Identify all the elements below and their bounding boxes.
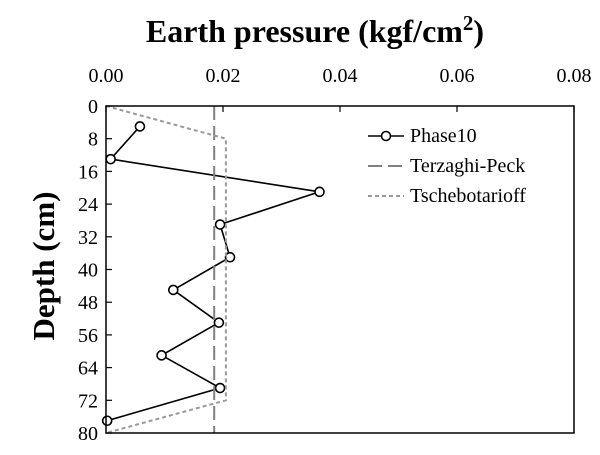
legend-label-0: Phase10 bbox=[410, 125, 477, 147]
y-tick-label: 72 bbox=[78, 390, 98, 412]
data-point bbox=[224, 251, 236, 263]
legend: Phase10 Terzaghi-Peck Tschebotarioff bbox=[368, 125, 526, 207]
x-axis-ticks: 0.00 0.02 0.04 0.06 0.08 bbox=[89, 65, 592, 112]
y-tick-label: 8 bbox=[88, 129, 98, 151]
series-line-2 bbox=[105, 105, 227, 434]
y-axis-label: Depth (cm) bbox=[26, 192, 61, 341]
x-tick-label: 0.02 bbox=[206, 65, 241, 87]
x-tick-label: 0.06 bbox=[440, 65, 475, 87]
x-tick-label: 0.08 bbox=[557, 65, 592, 87]
chart-title: Earth pressure (kgf/cm2) bbox=[146, 11, 484, 49]
y-tick-label: 64 bbox=[78, 358, 98, 380]
data-point bbox=[213, 317, 225, 328]
data-point bbox=[105, 153, 116, 165]
data-point bbox=[314, 186, 325, 198]
x-tick-label: 0.00 bbox=[89, 65, 124, 87]
legend-marker bbox=[380, 130, 392, 142]
y-tick-label: 40 bbox=[78, 260, 98, 282]
x-tick-label: 0.04 bbox=[323, 65, 358, 87]
data-point bbox=[101, 415, 113, 427]
y-tick-label: 56 bbox=[78, 325, 98, 347]
data-point bbox=[167, 284, 179, 296]
y-tick-label: 24 bbox=[78, 194, 98, 216]
y-tick-label: 48 bbox=[78, 292, 98, 314]
series-layer bbox=[101, 105, 325, 434]
y-tick-label: 32 bbox=[78, 227, 98, 249]
y-axis-ticks: 0 8 16 24 32 40 48 56 64 72 80 bbox=[78, 96, 112, 445]
data-point bbox=[156, 350, 167, 361]
legend-label-2: Tschebotarioff bbox=[410, 185, 526, 207]
data-point bbox=[214, 382, 226, 394]
y-tick-label: 0 bbox=[88, 96, 98, 118]
data-point bbox=[214, 219, 226, 230]
y-tick-label: 80 bbox=[78, 423, 98, 445]
legend-label-1: Terzaghi-Peck bbox=[410, 155, 525, 177]
data-point bbox=[134, 121, 146, 132]
y-tick-label: 16 bbox=[78, 161, 98, 183]
plot-frame bbox=[105, 105, 575, 434]
